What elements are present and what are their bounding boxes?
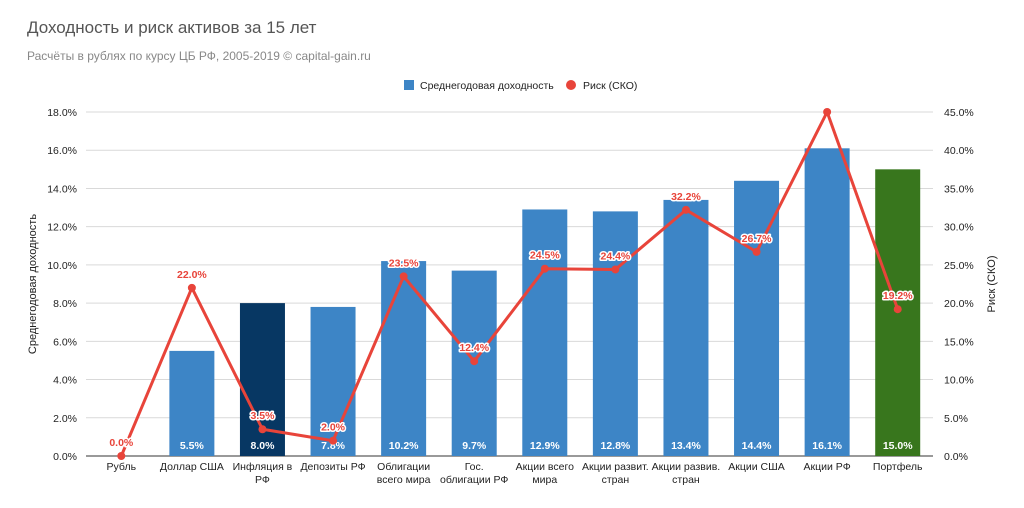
category-label: РФ: [255, 474, 270, 486]
axes: 0.0% 2.0% 4.0% 6.0% 8.0% 10.0% 12.0% 14.0% 16.0%…: [27, 107, 998, 486]
category-label: Гос.: [465, 461, 484, 473]
y-tick-label: 18.0%: [47, 107, 77, 119]
risk-point: [752, 247, 761, 256]
y-tick-label: 2.0%: [53, 413, 77, 425]
risk-point: [187, 283, 196, 292]
gridlines: [86, 111, 933, 457]
y2-tick-label: 40.0%: [944, 145, 974, 157]
y2-axis-title: Риск (СКО): [986, 256, 998, 313]
category-label: стран: [672, 474, 700, 486]
legend-line-label: Риск (СКО): [583, 80, 637, 92]
risk-series-line: [119, 110, 900, 457]
category-label: Акции США: [728, 461, 784, 473]
category-label: всего мира: [377, 474, 431, 486]
risk-point: [540, 264, 549, 273]
risk-point: [117, 452, 126, 460]
risk-value-label: 19.2%: [883, 290, 913, 302]
bar-value-label: 12.8%: [600, 440, 630, 452]
risk-value-label: 32.2%: [671, 191, 701, 203]
y2-tick-label: 10.0%: [944, 375, 974, 387]
risk-value-label: 2.0%: [321, 422, 346, 434]
category-label: мира: [532, 474, 557, 486]
risk-point: [258, 425, 267, 434]
risk-value-label: 3.5%: [250, 410, 275, 422]
risk-value-label: 12.4%: [459, 342, 489, 354]
bar: [310, 306, 356, 456]
chart-title: Доходность и риск активов за 15 лет: [27, 18, 317, 37]
risk-value-label: 26.7%: [742, 233, 772, 245]
bar-value-label: 16.1%: [812, 440, 842, 452]
category-label: Облигации: [377, 461, 430, 473]
bar: [734, 180, 780, 457]
bar-value-label: 10.2%: [389, 440, 419, 452]
y-tick-label: 14.0%: [47, 183, 77, 195]
legend: Среднегодовая доходность Риск (СКО): [404, 80, 637, 92]
bar-value-label: 7.8%: [321, 440, 346, 452]
risk-labels: 0.0% 22.0% 3.5% 2.0% 23.5% 12.4% 24.5% 24.4% 32.…: [108, 189, 915, 450]
category-label: Акции развив.: [652, 461, 721, 473]
bar: [169, 350, 215, 456]
bar-value-label: 9.7%: [462, 440, 487, 452]
y-tick-label: 6.0%: [53, 336, 77, 348]
bar-labels: 0.0% 5.5% 8.0% 7.8% 10.2% 9.7% 12.9% 12.8% 13.4%…: [109, 440, 913, 452]
bar-value-label: 5.5%: [180, 440, 205, 452]
risk-point: [611, 265, 620, 274]
y-tick-label: 8.0%: [53, 298, 77, 310]
category-label: Портфель: [873, 461, 923, 473]
risk-point: [823, 108, 832, 116]
bars: [169, 148, 921, 457]
bar: [592, 211, 638, 456]
risk-point: [681, 205, 690, 214]
legend-bar-swatch: [404, 80, 414, 90]
category-label: Акции развит.: [582, 461, 649, 473]
y-axis-title: Среднегодовая доходность: [27, 214, 39, 354]
risk-value-label: 22.0%: [177, 269, 207, 281]
chart-subtitle: Расчёты в рублях по курсу ЦБ РФ, 2005-20…: [27, 49, 371, 63]
risk-point: [329, 436, 338, 445]
bar-value-label: 14.4%: [742, 440, 772, 452]
category-label: Рубль: [107, 461, 137, 473]
bar: [804, 148, 850, 457]
y-tick-label: 12.0%: [47, 222, 77, 234]
risk-point: [399, 272, 408, 281]
bar: [522, 209, 568, 456]
bar-value-label: 15.0%: [883, 440, 913, 452]
bar-value-label: 13.4%: [671, 440, 701, 452]
y-tick-label: 10.0%: [47, 260, 77, 272]
y2-tick-label: 25.0%: [944, 260, 974, 272]
category-label: облигации РФ: [440, 474, 508, 486]
y2-tick-label: 30.0%: [944, 222, 974, 234]
y-tick-label: 0.0%: [53, 451, 77, 463]
bar: [381, 261, 427, 456]
risk-value-label: 24.5%: [530, 250, 560, 262]
y2-tick-label: 45.0%: [944, 107, 974, 119]
risk-point: [893, 305, 902, 314]
risk-point: [470, 357, 479, 366]
risk-value-label: 0.0%: [109, 437, 134, 449]
legend-bar-label: Среднегодовая доходность: [420, 80, 554, 92]
legend-line-swatch: [566, 80, 576, 90]
y2-tick-label: 20.0%: [944, 298, 974, 310]
bar: [663, 199, 709, 456]
y2-tick-label: 5.0%: [944, 413, 968, 425]
category-label: Инфляция в: [233, 461, 293, 473]
bar-value-label: 8.0%: [250, 440, 275, 452]
y-tick-label: 16.0%: [47, 145, 77, 157]
category-label: Акции РФ: [804, 461, 851, 473]
risk-value-label: 24.4%: [600, 250, 630, 262]
risk-line: [117, 108, 902, 460]
category-label: Акции всего: [516, 461, 574, 473]
y2-tick-label: 35.0%: [944, 183, 974, 195]
risk-value-label: 23.5%: [389, 257, 419, 269]
category-label: стран: [602, 474, 630, 486]
y2-tick-label: 15.0%: [944, 336, 974, 348]
y2-tick-label: 0.0%: [944, 451, 968, 463]
bar-value-label: 12.9%: [530, 440, 560, 452]
y-tick-label: 4.0%: [53, 375, 77, 387]
category-label: Доллар США: [160, 461, 224, 473]
category-label: Депозиты РФ: [300, 461, 365, 473]
